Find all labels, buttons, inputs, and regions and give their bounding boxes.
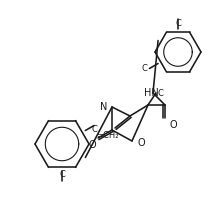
Text: C: C [59, 170, 65, 179]
Text: C: C [175, 19, 181, 28]
Text: O: O [169, 120, 177, 130]
Text: C: C [91, 125, 97, 134]
Text: N: N [100, 102, 107, 112]
Text: C: C [141, 64, 147, 73]
Text: C: C [158, 89, 164, 98]
Text: O: O [88, 140, 96, 150]
Text: O: O [137, 138, 145, 148]
Text: =CH₂: =CH₂ [96, 132, 118, 141]
Text: HN: HN [144, 88, 158, 98]
